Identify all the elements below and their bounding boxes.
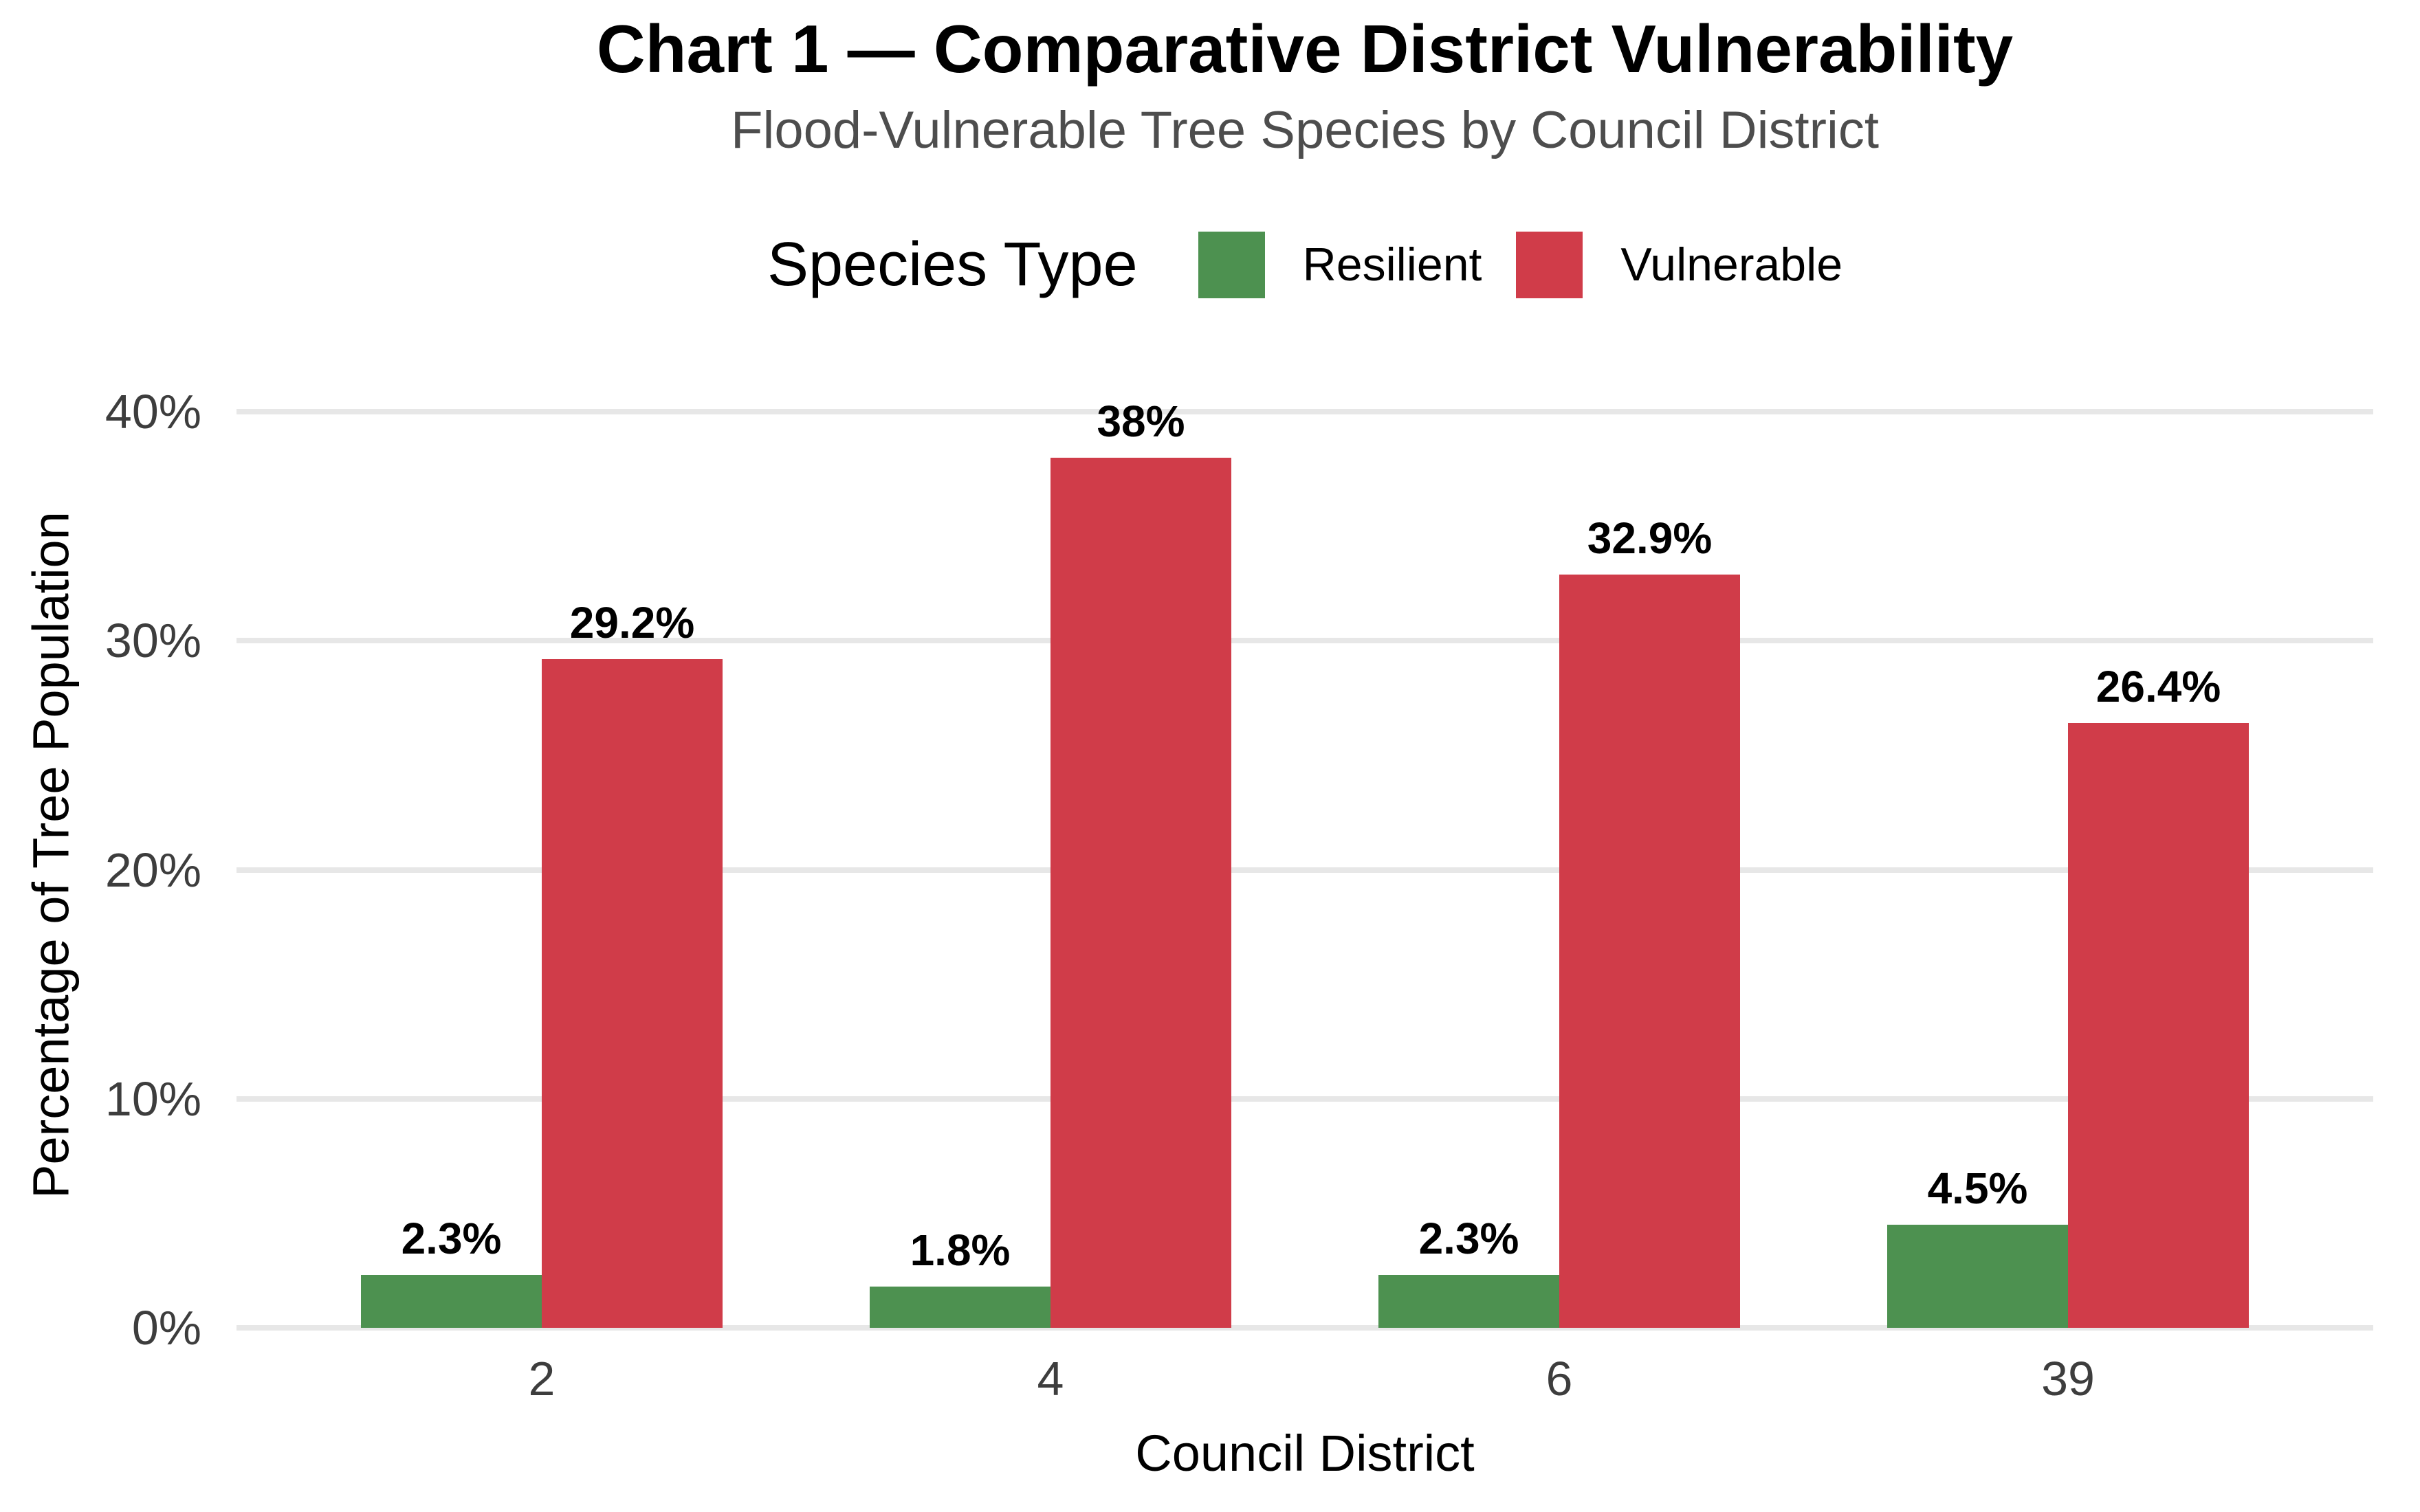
y-tick-label: 20%: [104, 843, 201, 897]
gridline-40%: [236, 409, 2373, 415]
bar-resilient-district-2: [361, 1275, 542, 1328]
bar-value-label-vulnerable-district-4: 38%: [1097, 396, 1185, 446]
x-axis-ticks: 2 4 6 39: [236, 1351, 2373, 1413]
bar-vulnerable-district-6: [1559, 574, 1740, 1328]
legend: Species Type Resilient Vulnerable: [236, 227, 2373, 302]
legend-item-label: Resilient: [1302, 238, 1482, 291]
y-tick-label: 40%: [104, 385, 201, 439]
plot-panel: 2.3% 29.2% 1.8% 38% 2.3% 32.9% 4.5% 26.4%: [236, 382, 2373, 1331]
bar-vulnerable-district-39: [2068, 723, 2249, 1328]
bar-resilient-district-6: [1378, 1275, 1559, 1328]
legend-item-resilient: Resilient: [1198, 231, 1482, 298]
chart-title: Chart 1 — Comparative District Vulnerabi…: [596, 11, 2014, 87]
y-tick-label: 0%: [131, 1301, 201, 1355]
bar-vulnerable-district-2: [542, 659, 723, 1328]
x-axis-title: Council District: [1135, 1425, 1475, 1482]
y-axis-ticks: 0% 10% 20% 30% 40%: [0, 382, 201, 1355]
bar-value-label-resilient-district-4: 1.8%: [910, 1225, 1011, 1276]
bar-value-label-vulnerable-district-2: 29.2%: [569, 598, 695, 648]
legend-key-resilient-swatch: [1198, 231, 1265, 298]
gridline-0%: [236, 1325, 2373, 1331]
x-tick-label-district-4: 4: [1037, 1352, 1064, 1405]
chart-subtitle: Flood-Vulnerable Tree Species by Council…: [731, 101, 1879, 159]
bar-value-label-resilient-district-6: 2.3%: [1418, 1214, 1519, 1264]
legend-item-vulnerable: Vulnerable: [1516, 231, 1843, 298]
legend-key-vulnerable-swatch: [1516, 231, 1583, 298]
gridline-20%: [236, 867, 2373, 873]
y-tick-label: 10%: [104, 1071, 201, 1126]
bar-resilient-district-39: [1887, 1225, 2068, 1328]
bar-value-label-vulnerable-district-39: 26.4%: [2096, 662, 2221, 712]
legend-item-label: Vulnerable: [1620, 238, 1843, 291]
gridline-10%: [236, 1096, 2373, 1102]
x-tick-label-district-39: 39: [2041, 1352, 2095, 1405]
bar-value-label-resilient-district-2: 2.3%: [401, 1214, 502, 1264]
gridline-30%: [236, 638, 2373, 644]
bar-value-label-resilient-district-39: 4.5%: [1927, 1164, 2028, 1214]
bar-value-label-vulnerable-district-6: 32.9%: [1587, 513, 1713, 563]
legend-title: Species Type: [767, 230, 1138, 299]
y-tick-label: 30%: [104, 614, 201, 668]
x-tick-label-district-2: 2: [528, 1352, 556, 1405]
x-tick-label-district-6: 6: [1546, 1352, 1573, 1405]
bar-resilient-district-4: [870, 1287, 1050, 1328]
bar-vulnerable-district-4: [1050, 457, 1231, 1328]
